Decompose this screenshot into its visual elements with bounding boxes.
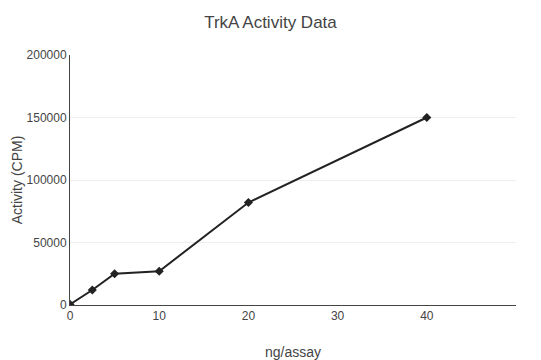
svg-text:30: 30: [331, 309, 345, 323]
svg-text:0: 0: [60, 298, 67, 312]
svg-text:150000: 150000: [27, 111, 67, 125]
svg-text:Activity (CPM): Activity (CPM): [9, 136, 25, 225]
svg-text:0: 0: [67, 309, 74, 323]
svg-text:40: 40: [420, 309, 434, 323]
svg-text:ng/assay: ng/assay: [265, 344, 321, 360]
svg-text:TrkA Activity Data: TrkA Activity Data: [204, 13, 337, 32]
svg-text:20: 20: [242, 309, 256, 323]
svg-text:100000: 100000: [27, 173, 67, 187]
svg-text:10: 10: [153, 309, 167, 323]
svg-text:50000: 50000: [33, 236, 67, 250]
svg-text:200000: 200000: [27, 48, 67, 62]
